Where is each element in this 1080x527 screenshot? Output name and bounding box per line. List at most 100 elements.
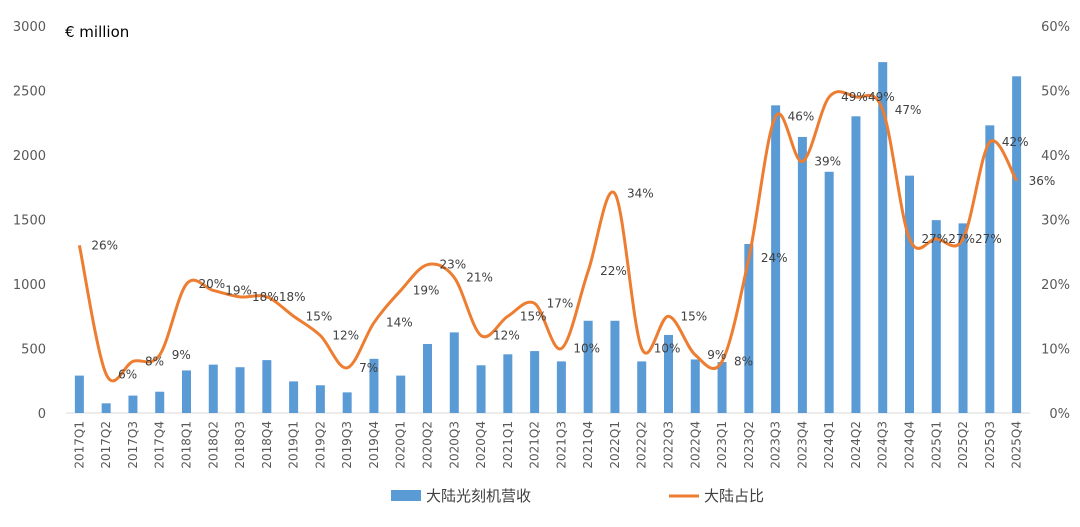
share-data-label: 14% [386,316,413,330]
x-tick: 2021Q1 [501,421,515,469]
x-tick: 2017Q4 [153,421,167,469]
legend-label-share: 大陆占比 [704,487,764,505]
x-tick: 2023Q4 [795,421,809,469]
x-tick: 2017Q1 [72,421,86,469]
share-data-label: 20% [199,277,226,291]
y-left-tick: 1500 [13,214,46,229]
bar [369,358,379,413]
bar [958,223,968,413]
share-data-label: 7% [359,361,378,375]
share-data-label: 15% [520,309,547,323]
y-right-tick: 60% [1041,20,1070,35]
share-data-label: 27% [975,232,1002,246]
x-tick: 2025Q1 [929,421,943,469]
bar [824,171,834,413]
bar [690,359,700,413]
bar-series [74,62,1022,414]
x-tick: 2018Q3 [233,421,247,469]
y-right-tick: 50% [1041,85,1070,100]
share-data-label: 10% [654,342,681,356]
bar [905,175,914,413]
share-data-label: 12% [493,329,520,343]
unit-label: € million [65,23,129,41]
x-tick: 2023Q3 [769,421,783,469]
share-data-label: 19% [413,283,440,297]
bar [744,244,754,413]
share-data-label: 8% [145,354,164,368]
share-data-label: 27% [948,232,975,246]
y-left-tick: 500 [21,343,46,358]
bar [878,62,888,414]
bar [717,362,727,413]
bar [476,365,486,413]
share-data-label: 27% [922,232,949,246]
share-data-label: 18% [252,290,279,304]
bar [1012,76,1022,413]
bar [771,105,781,414]
x-tick: 2020Q2 [421,421,435,469]
share-data-label: 49% [868,90,895,104]
bar [342,392,352,413]
left-axis: 0 500 1000 1500 2000 2500 3000 [13,20,46,422]
share-data-label: 49% [841,90,868,104]
bar [315,385,325,413]
data-labels: 26%6%8% 9%20% 19% 18% 18%15%12%7%14%19%23%21… [91,90,1055,381]
y-left-tick: 2000 [13,149,46,164]
bar [637,361,647,413]
y-right-tick: 0% [1049,407,1070,422]
share-data-label: 47% [895,103,922,117]
x-tick: 2024Q2 [849,421,863,469]
y-right-tick: 10% [1041,343,1070,358]
bar [664,334,673,413]
x-tick: 2022Q3 [662,421,676,469]
bar [262,360,272,413]
share-data-label: 6% [118,367,137,381]
y-left-tick: 1000 [13,278,46,293]
x-tick: 2021Q3 [554,421,568,469]
share-data-label: 46% [788,109,815,123]
right-axis: 0% 10% 20% 30% 40% 50% 60% [1041,20,1070,422]
share-data-label: 12% [332,329,359,343]
bar [530,351,540,413]
x-tick: 2020Q1 [394,421,408,469]
x-tick: 2023Q2 [742,421,756,469]
bar [74,375,84,413]
y-right-tick: 20% [1041,278,1070,293]
bar [449,332,459,413]
x-tick: 2022Q4 [688,421,702,469]
share-data-label: 23% [440,258,467,272]
share-data-label: 42% [1002,135,1029,149]
share-data-label: 17% [547,296,574,310]
share-data-label: 15% [681,309,708,323]
x-tick: 2025Q3 [983,421,997,469]
bar [182,370,191,413]
x-tick: 2020Q4 [474,421,488,469]
bar [503,354,513,413]
share-data-label: 21% [466,271,493,285]
x-tick: 2019Q1 [287,421,301,469]
share-data-label: 19% [225,283,252,297]
x-tick: 2021Q4 [581,421,595,469]
y-left-tick: 3000 [13,20,46,35]
bar [289,381,299,413]
bar [610,320,620,413]
x-axis-ticks: 2017Q1 2017Q2 2017Q3 2017Q4 2018Q1 2018Q2 2018… [72,421,1023,469]
x-tick: 2022Q2 [635,421,649,469]
y-right-tick: 40% [1041,149,1070,164]
x-tick: 2023Q1 [715,421,729,469]
bar [583,320,593,413]
share-data-label: 9% [172,348,191,362]
share-line [77,90,1018,383]
legend-swatch-revenue [391,490,421,501]
share-data-label: 39% [814,154,841,168]
share-data-label: 22% [600,264,627,278]
bar [931,220,941,413]
share-data-label: 36% [1029,174,1056,188]
x-tick: 2019Q3 [340,421,354,469]
share-data-label: 18% [279,290,306,304]
x-tick: 2021Q2 [528,421,542,469]
line-series [77,90,1018,383]
share-data-label: 9% [707,348,726,362]
y-right-tick: 30% [1041,214,1070,229]
